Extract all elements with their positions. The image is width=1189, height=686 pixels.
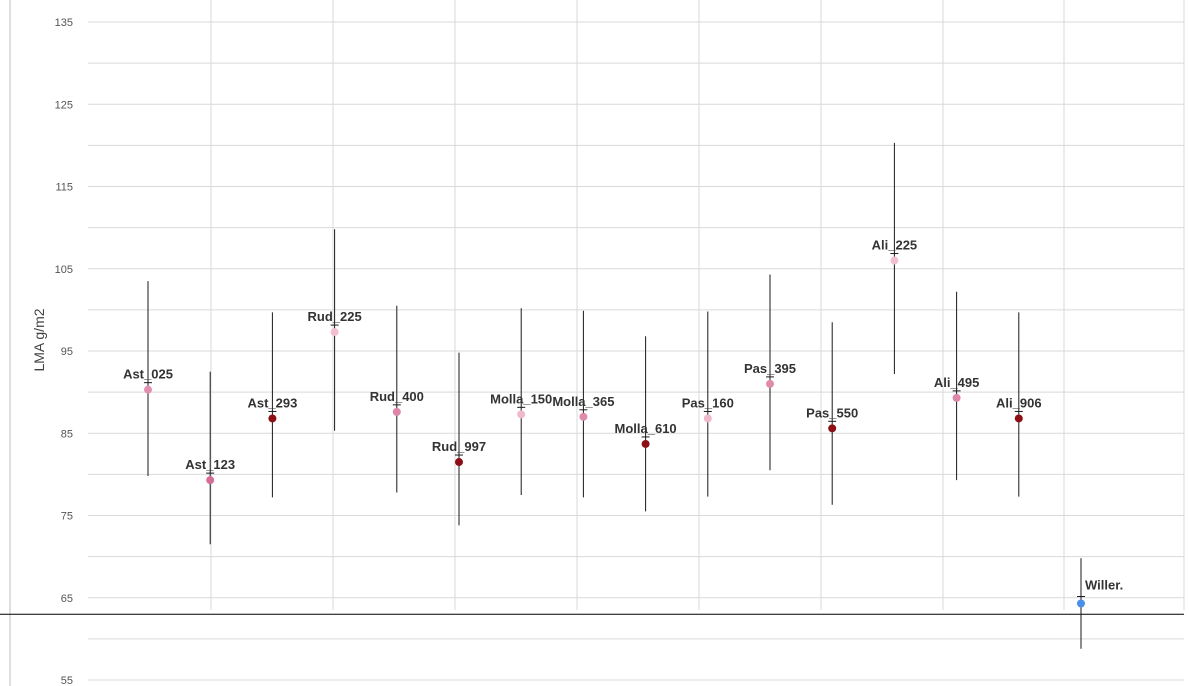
point-labels: Ast_025 Ast_123 Ast_293 Rud_225 Rud_400 Rud_9… — [123, 238, 1123, 593]
data-label: Ali_495 — [934, 375, 980, 390]
data-label: Molla_365 — [552, 394, 614, 409]
data-label: Ali_906 — [996, 395, 1042, 410]
y-tick-label: 85 — [61, 428, 73, 440]
data-point — [268, 414, 277, 423]
data-label: Ast_025 — [123, 367, 173, 382]
data-point — [579, 412, 588, 421]
y-tick-label: 105 — [55, 264, 73, 276]
data-point — [828, 424, 837, 433]
y-axis-title: LMA g/m2 — [31, 308, 47, 371]
data-point — [517, 410, 526, 419]
data-point — [455, 458, 463, 467]
data-point — [641, 439, 650, 448]
data-label: Rud_400 — [370, 389, 424, 404]
error-bars — [144, 142, 1085, 649]
y-tick-label: 115 — [55, 182, 73, 194]
y-tick-label: 75 — [61, 511, 73, 523]
data-point — [766, 379, 774, 388]
data-point — [206, 476, 215, 485]
data-label: Willer. — [1085, 578, 1123, 593]
y-tick-label: 95 — [61, 346, 73, 358]
data-label: Ast_123 — [185, 457, 235, 472]
data-label: Pas_395 — [744, 361, 796, 376]
data-point — [890, 256, 899, 265]
data-label: Pas_550 — [806, 405, 858, 420]
data-label: Rud_997 — [432, 439, 486, 454]
data-points — [144, 256, 1085, 608]
data-label: Ast_293 — [247, 395, 297, 410]
data-point — [952, 393, 961, 402]
gridlines — [9, 0, 1185, 686]
data-label: Rud_225 — [307, 309, 361, 324]
data-label: Pas_160 — [682, 395, 734, 410]
y-tick-label: 65 — [61, 593, 73, 605]
data-point — [1014, 414, 1023, 423]
y-tick-label: 125 — [55, 99, 73, 111]
data-point — [392, 407, 401, 416]
y-tick-label: 135 — [55, 17, 73, 29]
data-label: Molla_150 — [490, 391, 552, 406]
data-point — [330, 328, 339, 337]
data-point — [703, 414, 712, 423]
data-point — [1077, 599, 1085, 608]
data-point — [144, 385, 152, 394]
data-label: Ali_225 — [872, 238, 918, 253]
data-label: Molla_610 — [615, 421, 677, 436]
y-tick-labels: 55 65 75 85 95 105 115 125 135 — [55, 17, 73, 686]
y-tick-label: 55 — [61, 675, 73, 686]
